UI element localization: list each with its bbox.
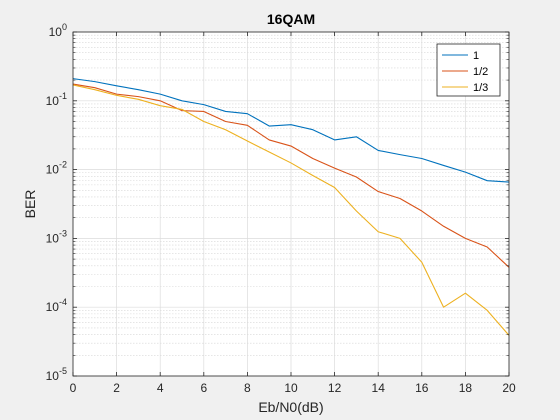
- y-tick-label: 10-1: [46, 91, 67, 108]
- legend-items: 1 1/2 1/3: [442, 50, 488, 94]
- y-ticks: 100 10-1 10-2 10-3 10-4 10-5: [46, 22, 509, 383]
- y-tick-label: 10-4: [46, 297, 67, 314]
- legend-label-3: 1/3: [473, 82, 488, 94]
- y-tick-label: 10-2: [46, 160, 67, 177]
- x-axis-label: Eb/N0(dB): [258, 399, 323, 415]
- grid: [72, 31, 510, 377]
- series-line-2: [72, 83, 510, 268]
- legend-label-1: 1: [473, 50, 479, 62]
- chart-title: 16QAM: [267, 11, 315, 27]
- y-tick-label: 10-5: [46, 366, 67, 383]
- x-tick-label: 8: [244, 381, 251, 395]
- legend-box: [436, 43, 501, 97]
- legend: 1 1/2 1/3: [436, 43, 501, 97]
- x-tick-label: 20: [502, 381, 516, 395]
- x-tick-label: 4: [157, 381, 164, 395]
- x-tick-label: 16: [415, 381, 429, 395]
- y-tick-label: 100: [49, 22, 67, 39]
- x-ticks: 0 2 4 6 8 10 12 14 16 18 20: [70, 32, 516, 395]
- x-tick-label: 12: [328, 381, 342, 395]
- x-tick-label: 14: [372, 381, 386, 395]
- x-tick-label: 18: [459, 381, 473, 395]
- series-line-1: [72, 78, 510, 183]
- x-tick-label: 2: [113, 381, 120, 395]
- x-tick-label: 6: [200, 381, 207, 395]
- series-line-3: [72, 84, 510, 336]
- x-tick-label: 0: [70, 381, 77, 395]
- series-lines: [72, 78, 510, 336]
- y-tick-label: 10-3: [46, 228, 67, 245]
- legend-label-2: 1/2: [473, 66, 488, 78]
- y-axis-label: BER: [22, 190, 38, 219]
- x-tick-label: 10: [284, 381, 298, 395]
